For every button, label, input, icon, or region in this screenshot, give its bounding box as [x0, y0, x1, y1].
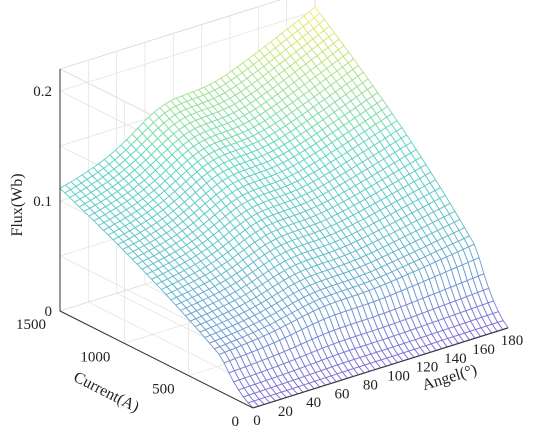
- x-tick-label: 40: [306, 395, 321, 411]
- y-tick-label: 0: [232, 414, 240, 430]
- y-tick-label: 1000: [80, 349, 110, 365]
- tick-labels: 02040608010012014016018005001000150000.1…: [16, 84, 523, 430]
- y-axis-label: Current(A): [71, 369, 142, 416]
- x-tick-label: 60: [335, 386, 350, 402]
- flux-surface: [59, 6, 509, 409]
- x-tick-label: 140: [444, 351, 467, 367]
- z-tick-label: 0: [45, 304, 53, 320]
- x-tick-label: 160: [472, 342, 495, 358]
- axes: [59, 69, 509, 409]
- z-axis-label: Flux(Wb): [9, 173, 26, 236]
- x-tick-label: 80: [363, 377, 378, 393]
- x-tick-label: 20: [278, 404, 293, 420]
- y-tick-label: 1500: [16, 317, 46, 333]
- y-tick-label: 500: [152, 382, 175, 398]
- floor-axis-lines: [59, 310, 509, 409]
- x-tick-label: 180: [501, 333, 524, 349]
- x-tick-label: 100: [387, 369, 410, 385]
- x-tick-label: 0: [253, 413, 261, 429]
- z-tick-label: 0.2: [33, 84, 52, 100]
- x-tick-label: 120: [416, 360, 439, 376]
- z-tick-label: 0.1: [33, 194, 52, 210]
